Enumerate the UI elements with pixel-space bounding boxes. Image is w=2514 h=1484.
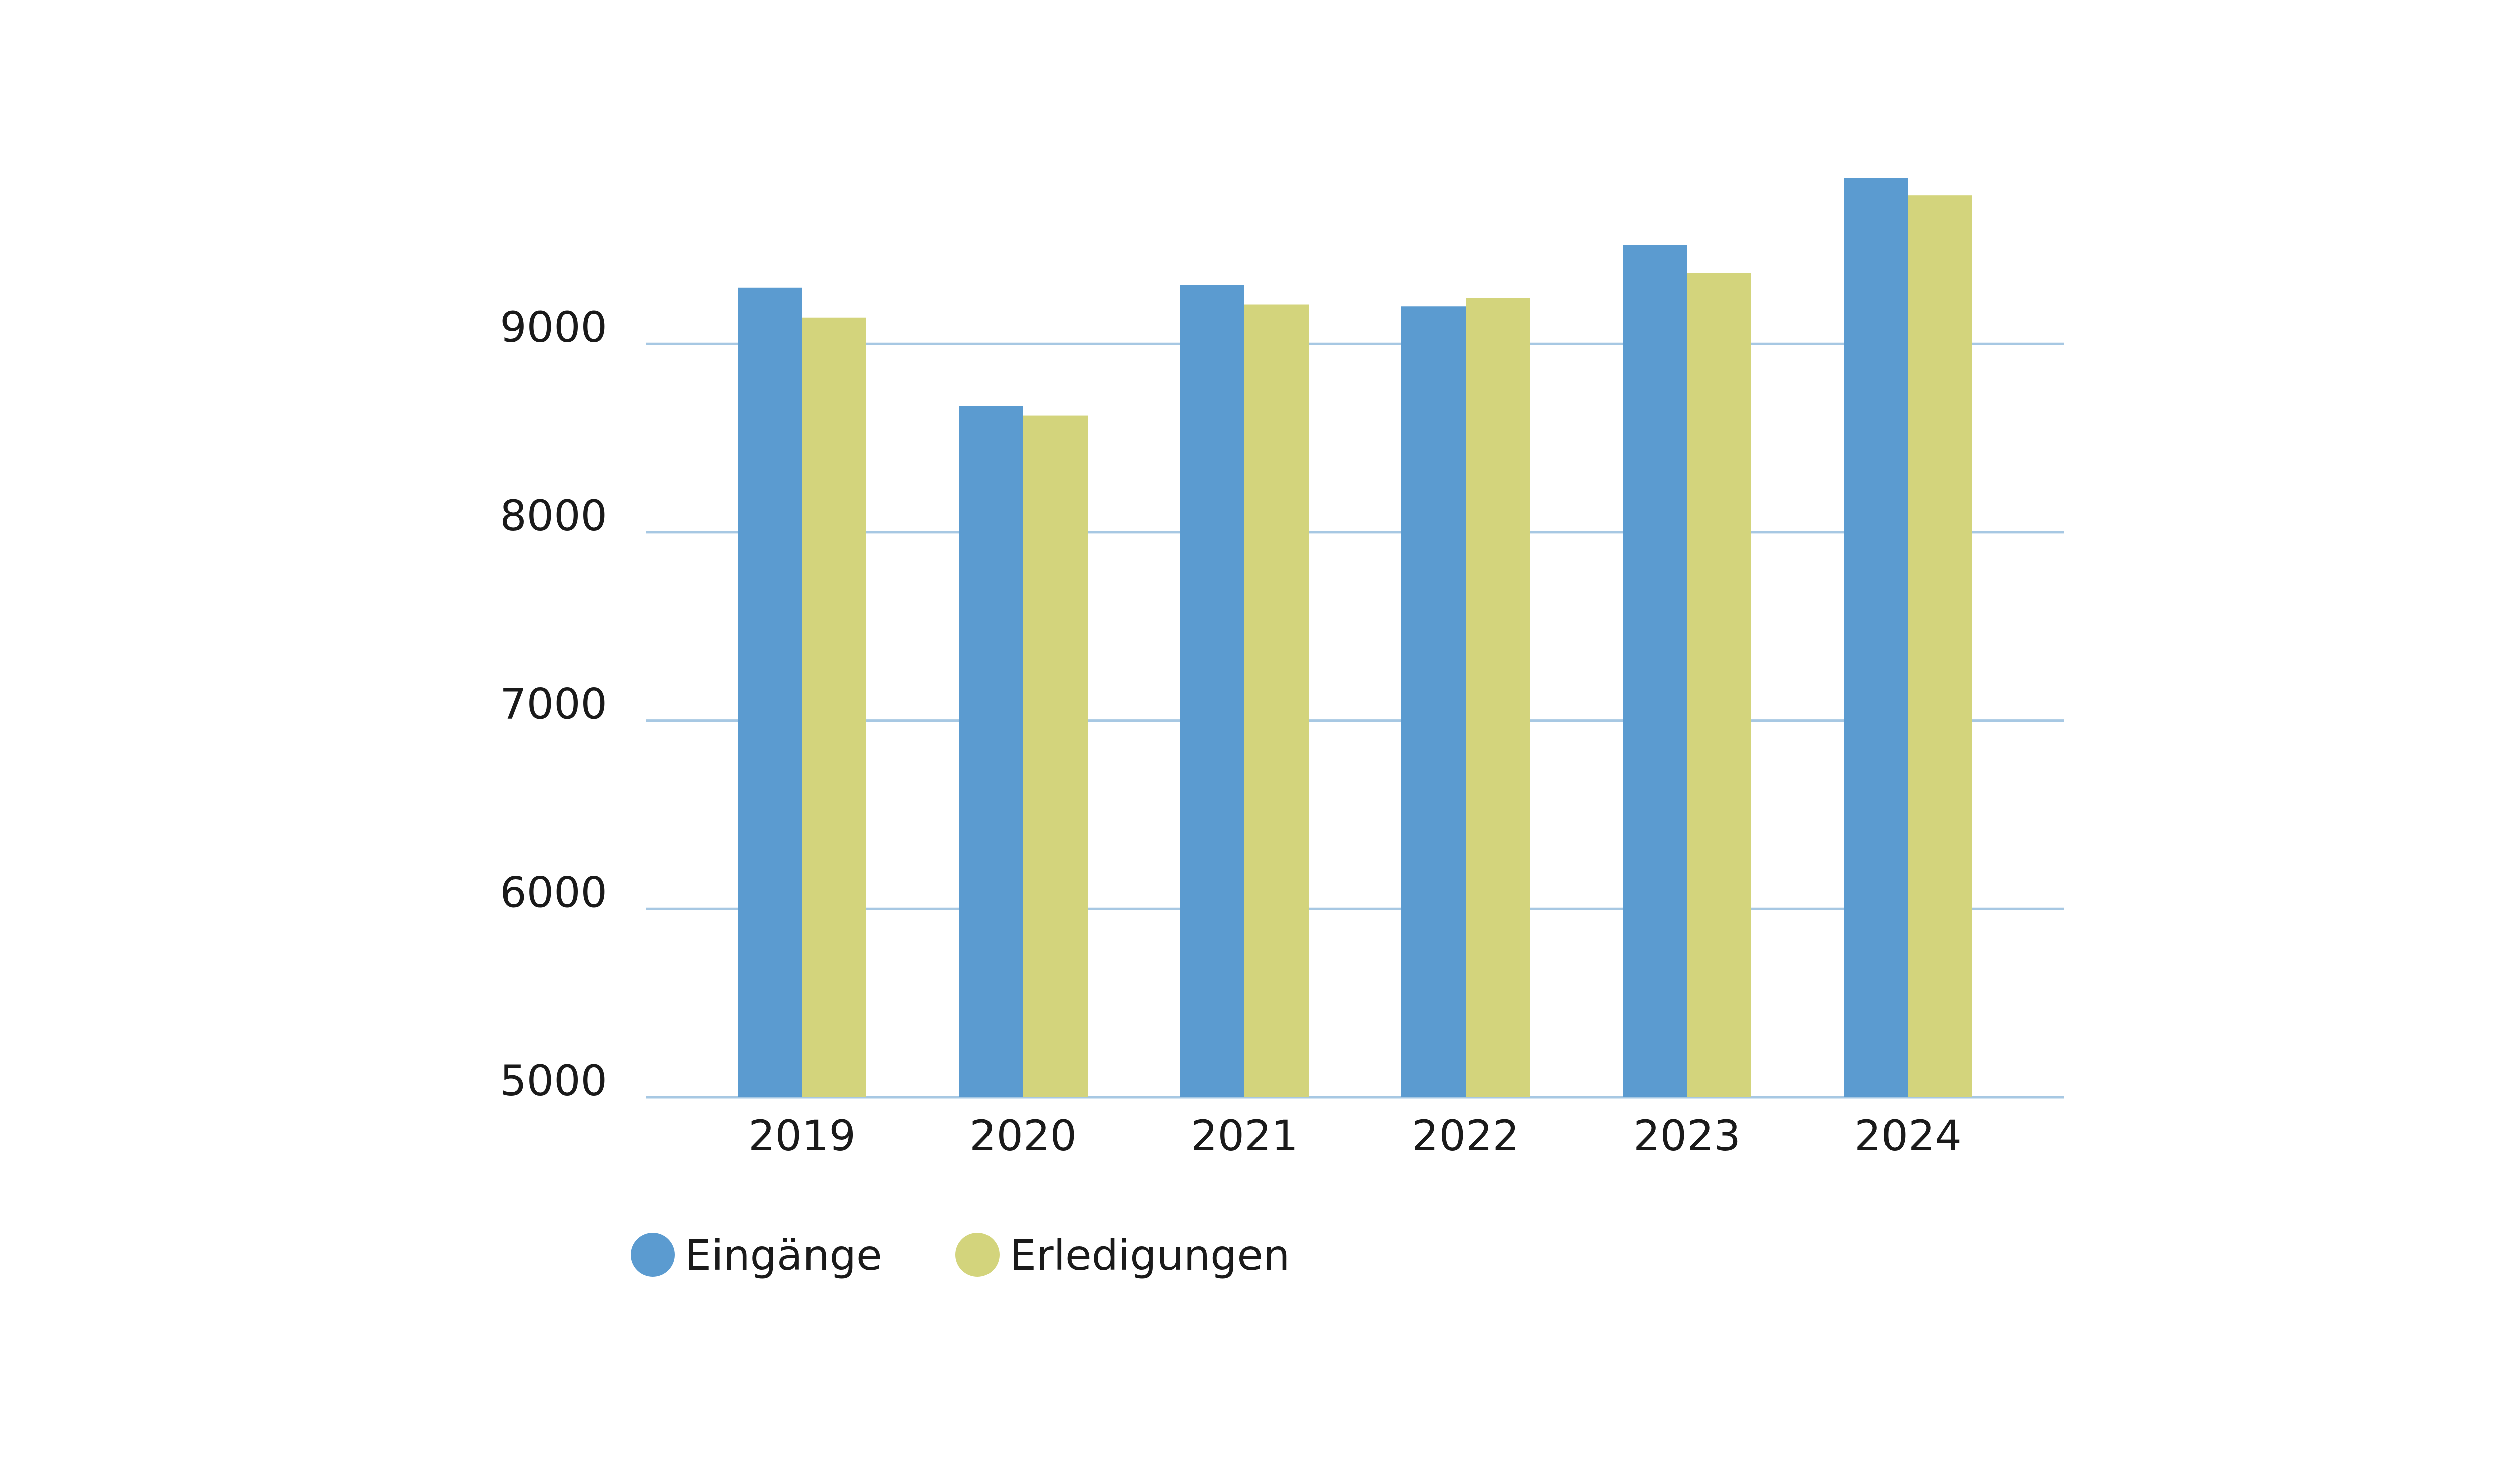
y-tick-label: 9000 [500,303,607,352]
bar-erledigungen-2024 [1908,195,1972,1097]
y-tick-label: 7000 [500,680,607,729]
bar-eingaenge-2019 [738,287,802,1097]
bar-erledigungen-2020 [1023,415,1088,1098]
x-axis-ticks: 2019 2020 2021 2022 2023 2024 [748,1111,1962,1160]
bar-eingaenge-2022 [1401,306,1466,1097]
legend-marker [631,1233,675,1277]
x-tick-label: 2020 [969,1111,1077,1160]
bar-erledigungen-2022 [1466,298,1530,1098]
bar-erledigungen-2019 [802,317,866,1098]
bar-eingaenge-2021 [1180,285,1244,1098]
bar-erledigungen-2023 [1687,273,1751,1097]
bar-erledigungen-2021 [1244,304,1309,1098]
x-tick-label: 2019 [748,1111,856,1160]
bar-eingaenge-2020 [959,406,1023,1097]
x-tick-label: 2024 [1854,1111,1962,1160]
y-tick-label: 5000 [500,1056,607,1105]
y-axis-ticks: 5000 6000 7000 8000 9000 [500,303,607,1105]
x-tick-label: 2023 [1633,1111,1741,1160]
legend: Eingänge Erledigungen [631,1231,1290,1280]
bar-eingaenge-2023 [1623,245,1687,1097]
x-tick-label: 2022 [1412,1111,1519,1160]
bar-eingaenge-2024 [1844,178,1908,1097]
legend-label: Erledigungen [1010,1231,1290,1280]
y-tick-label: 6000 [500,868,607,917]
bars [738,178,1972,1098]
legend-label: Eingänge [685,1231,882,1280]
x-tick-label: 2021 [1191,1111,1298,1160]
y-tick-label: 8000 [500,491,607,540]
gridlines [646,342,2064,1099]
legend-marker [955,1233,1000,1277]
